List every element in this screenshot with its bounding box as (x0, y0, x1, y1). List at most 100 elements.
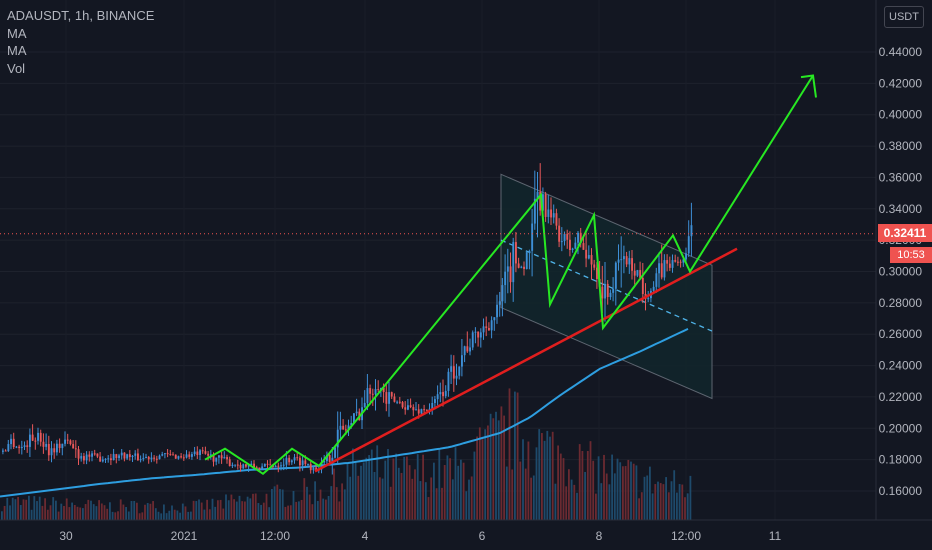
candle-body (417, 409, 420, 414)
price-tick-label: 0.18000 (879, 453, 923, 467)
candle-body (569, 239, 571, 251)
volume-bar (427, 497, 430, 520)
volume-bar (3, 505, 6, 520)
volume-bar (476, 436, 478, 520)
volume-bar (122, 504, 125, 520)
ma-label-1[interactable]: MA (7, 25, 27, 41)
candle-body (131, 455, 134, 458)
ma-label-2[interactable]: MA (7, 43, 27, 58)
volume-bar (327, 496, 330, 520)
volume-bar (125, 507, 127, 520)
candle-body (353, 413, 355, 424)
volume-bar (36, 501, 38, 520)
price-tick-label: 0.34000 (879, 202, 923, 216)
volume-bar (22, 499, 25, 520)
candle-body (69, 440, 72, 445)
volume-bar (314, 481, 316, 520)
candle-body (174, 454, 177, 459)
candle-body (596, 267, 598, 279)
candle-body (191, 454, 193, 457)
time-tick-label: 12:00 (671, 529, 701, 543)
candle-body (177, 456, 180, 459)
candle-body (420, 409, 423, 414)
volume-bar (616, 458, 619, 520)
volume-bar (678, 484, 681, 520)
volume-bar (295, 501, 298, 520)
currency-button[interactable]: USDT (884, 6, 924, 28)
candle-body (155, 458, 158, 460)
candle-body (134, 453, 137, 456)
volume-bar (406, 456, 408, 520)
volume-bar (225, 494, 227, 520)
volume-bar (532, 475, 535, 520)
candle-body (142, 457, 145, 460)
price-tick-label: 0.16000 (879, 484, 923, 498)
candle-body (523, 266, 525, 269)
volume-bar (303, 478, 306, 520)
volume-bar (38, 496, 41, 520)
volume-bar (298, 501, 300, 520)
candle-body (577, 232, 579, 243)
candle-body (398, 401, 401, 403)
candle-body (628, 258, 631, 265)
volume-bar (681, 484, 684, 520)
moving-average-line (0, 327, 689, 498)
candle-body (31, 434, 34, 441)
candle-body (463, 346, 466, 356)
candle-body (450, 366, 453, 372)
volume-bar (271, 488, 273, 520)
volume-bar (354, 461, 357, 520)
candle-body (255, 467, 258, 469)
volume-bar (136, 502, 138, 520)
volume-bar (416, 454, 419, 520)
volume-bar (187, 511, 190, 520)
time-axis[interactable]: 30 2021 12:00 4 6 8 12:00 11 (59, 529, 781, 543)
symbol-label[interactable]: ADAUSDT, 1h, BINANCE (7, 8, 155, 23)
candle-body (442, 392, 444, 397)
volume-bar (543, 440, 546, 520)
candle-body (204, 451, 207, 454)
candle-body (547, 209, 550, 217)
volume-bar (316, 500, 319, 520)
volume-bar (325, 499, 327, 520)
volume-bar (665, 477, 667, 520)
volume-bar (306, 486, 308, 520)
candle-body (18, 446, 21, 449)
volume-bar (613, 473, 616, 520)
volume-bar (52, 497, 55, 520)
volume-bar (608, 484, 611, 520)
volume-bar (411, 478, 414, 520)
candle-body (212, 454, 215, 462)
volume-bar (1, 511, 3, 520)
candle-body (293, 457, 296, 461)
time-tick-label: 4 (362, 529, 369, 543)
candle-body (668, 263, 671, 268)
candle-body (128, 454, 131, 458)
candle-body (663, 260, 666, 278)
candle-body (80, 456, 83, 459)
volume-bar (117, 511, 119, 520)
volume-bar (535, 447, 538, 520)
volume-label[interactable]: Vol (7, 60, 26, 76)
candle-body (425, 409, 428, 411)
candle-body (110, 458, 112, 461)
volume-bar (33, 496, 36, 520)
candle-body (490, 320, 493, 331)
price-axis[interactable]: 0.16000 0.18000 0.20000 0.22000 0.24000 0.260… (879, 45, 923, 498)
volume-bar (649, 466, 651, 520)
volume-bar (414, 469, 416, 520)
candle-body (466, 346, 469, 352)
volume-bar (397, 467, 400, 520)
candle-body (639, 270, 642, 278)
volume-bar (84, 504, 87, 520)
volume-bar (238, 495, 241, 520)
volume-bar (44, 498, 46, 520)
candle-body (285, 457, 288, 465)
candle-body (563, 233, 566, 242)
volume-bar (519, 461, 522, 520)
candle-body (312, 467, 315, 471)
candle-body (26, 445, 29, 447)
volume-bar (565, 486, 568, 520)
candle-body (37, 432, 39, 441)
